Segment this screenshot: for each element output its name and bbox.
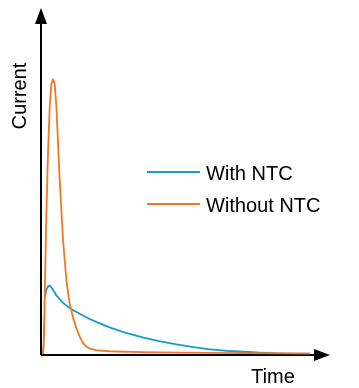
x-axis-label: Time xyxy=(251,366,295,388)
series-line-without-ntc xyxy=(42,78,311,355)
y-axis-arrow xyxy=(35,8,47,24)
series-group xyxy=(42,78,311,355)
series-line-with-ntc xyxy=(42,284,311,355)
legend: With NTC Without NTC xyxy=(147,163,320,217)
y-axis-label: Current xyxy=(9,62,31,129)
legend-label-without-ntc: Without NTC xyxy=(206,195,320,217)
axes xyxy=(35,8,330,361)
legend-label-with-ntc: With NTC xyxy=(206,163,293,185)
x-axis-arrow xyxy=(314,349,330,361)
